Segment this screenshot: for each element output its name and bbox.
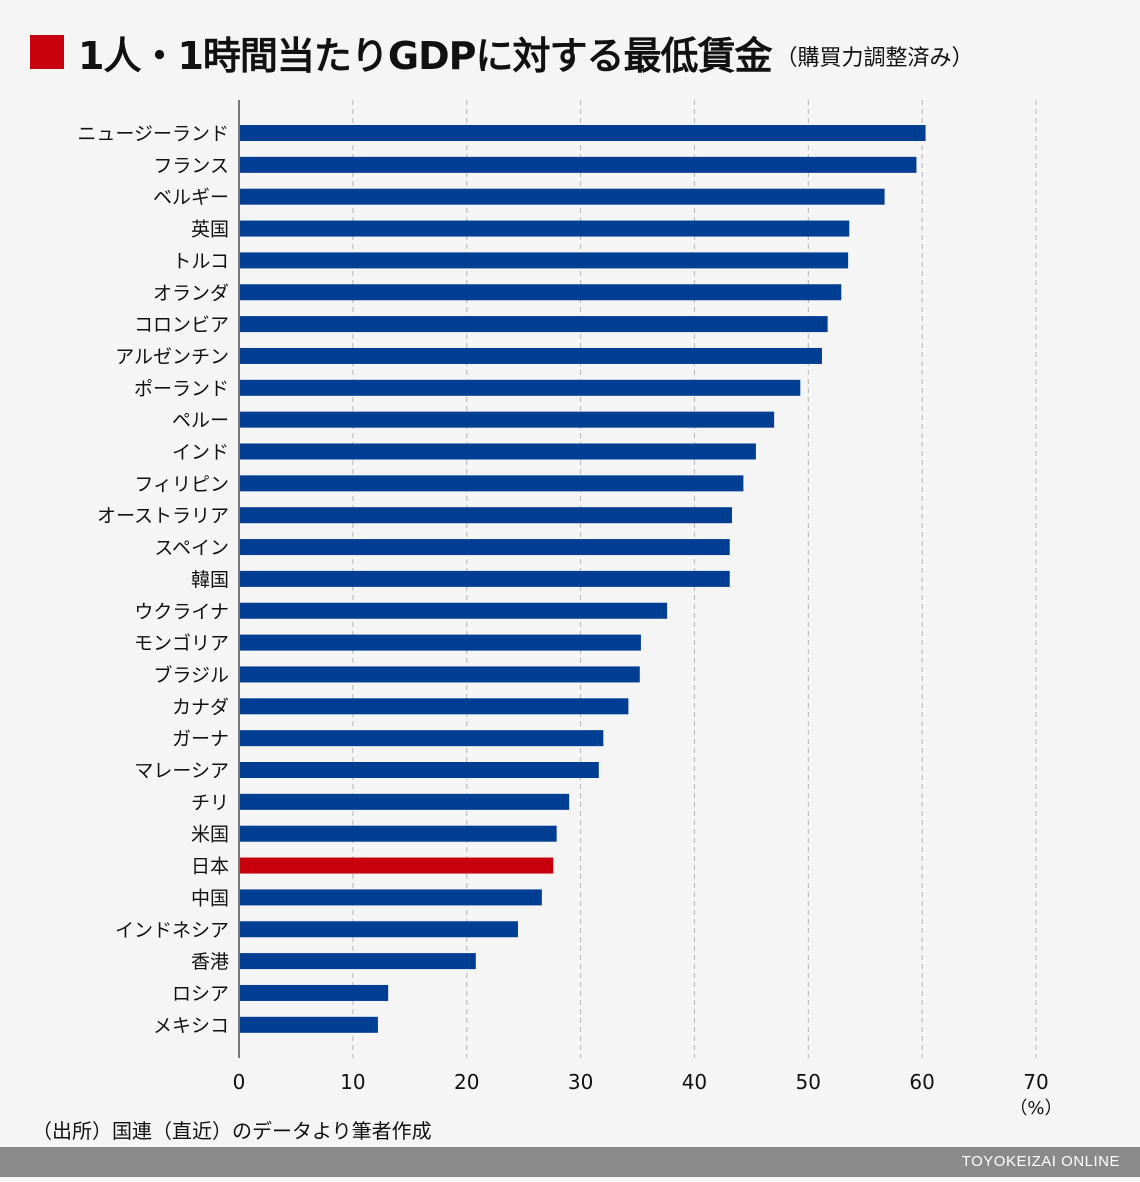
bar-23 xyxy=(239,825,557,842)
category-label-16: ウクライナ xyxy=(134,601,229,623)
category-label-7: コロンビア xyxy=(134,314,229,336)
category-label-10: ペルー xyxy=(172,410,229,432)
category-label-22: チリ xyxy=(191,792,229,814)
category-label-14: スペイン xyxy=(154,537,229,559)
bar-19 xyxy=(239,698,629,715)
x-tick-label-60: 60 xyxy=(909,1070,934,1094)
bar-8 xyxy=(239,347,822,364)
x-tick-label-20: 20 xyxy=(454,1070,479,1094)
title-accent-square xyxy=(30,35,64,69)
bar-25 xyxy=(239,889,542,906)
bar-20 xyxy=(239,730,604,747)
bar-5 xyxy=(239,252,849,269)
chart-title: 1人・1時間当たりGDPに対する最低賃金 xyxy=(78,33,772,78)
footer-bar: TOYOKEIZAI ONLINE xyxy=(0,1147,1140,1177)
category-label-25: 中国 xyxy=(191,887,229,909)
bar-4 xyxy=(239,220,850,237)
category-label-19: カナダ xyxy=(172,696,229,718)
x-tick-label-40: 40 xyxy=(682,1070,707,1094)
category-label-18: ブラジル xyxy=(153,663,229,686)
category-label-6: オランダ xyxy=(153,282,229,304)
category-label-15: 韓国 xyxy=(191,569,229,591)
bar-chart: 0 10 20 30 40 50 60 70 （%） ニュージーランドフランスベルギー英国トルコオ… xyxy=(77,100,1063,1119)
x-tick-label-0: 0 xyxy=(233,1070,246,1094)
bar-13 xyxy=(239,507,733,524)
source-note: （出所）国連（直近）のデータより筆者作成 xyxy=(32,1119,432,1143)
x-tick-label-70: 70 xyxy=(1023,1070,1048,1094)
x-tick-label-10: 10 xyxy=(340,1070,365,1094)
category-label-23: 米国 xyxy=(191,824,229,846)
category-label-1: ニュージーランド xyxy=(77,123,229,145)
bar-14 xyxy=(239,539,730,556)
bar-16 xyxy=(239,602,668,619)
bar-29 xyxy=(239,1016,378,1033)
bar-21 xyxy=(239,762,599,778)
bar-26 xyxy=(239,921,518,938)
x-tick-label-30: 30 xyxy=(568,1070,593,1094)
bar-24 xyxy=(239,857,554,874)
bar-3 xyxy=(239,188,885,205)
category-label-2: フランス xyxy=(153,155,229,177)
category-label-13: オーストラリア xyxy=(97,505,229,527)
bar-10 xyxy=(239,411,775,428)
bar-11 xyxy=(239,443,756,460)
category-label-4: 英国 xyxy=(191,219,229,241)
bar-17 xyxy=(239,634,641,651)
bar-6 xyxy=(239,284,842,301)
category-label-12: フィリピン xyxy=(134,473,229,495)
chart-title-block: 1人・1時間当たりGDPに対する最低賃金 （購買力調整済み） xyxy=(30,22,973,82)
bar-12 xyxy=(239,475,744,492)
bar-2 xyxy=(239,156,917,173)
category-label-20: ガーナ xyxy=(172,728,229,750)
category-label-29: メキシコ xyxy=(153,1015,229,1037)
x-tick-label-50: 50 xyxy=(796,1070,821,1094)
category-label-28: ロシア xyxy=(172,983,229,1005)
bar-28 xyxy=(239,984,389,1001)
x-unit-label: （%） xyxy=(1009,1098,1062,1119)
category-label-11: インド xyxy=(172,442,229,464)
bar-9 xyxy=(239,379,801,396)
bar-15 xyxy=(239,570,730,587)
category-label-5: トルコ xyxy=(172,250,229,272)
category-label-3: ベルギー xyxy=(153,187,229,209)
chart-subtitle: （購買力調整済み） xyxy=(775,46,974,71)
category-label-8: アルゼンチン xyxy=(115,346,229,368)
category-label-27: 香港 xyxy=(191,951,229,973)
category-label-17: モンゴリア xyxy=(134,633,229,655)
bar-18 xyxy=(239,666,640,683)
category-label-26: インドネシア xyxy=(115,919,229,941)
bar-27 xyxy=(239,953,476,970)
category-label-21: マレーシア xyxy=(134,760,229,782)
bar-22 xyxy=(239,793,570,810)
bar-1 xyxy=(239,125,926,141)
footer-brand: TOYOKEIZAI ONLINE xyxy=(961,1153,1120,1170)
bar-7 xyxy=(239,316,828,333)
category-label-9: ポーランド xyxy=(134,378,229,400)
category-label-24: 日本 xyxy=(191,856,229,878)
